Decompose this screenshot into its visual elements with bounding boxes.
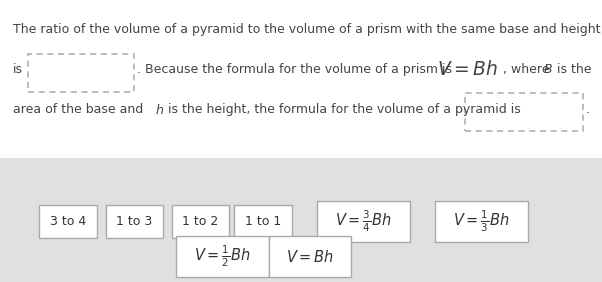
Text: 1 to 2: 1 to 2 xyxy=(182,215,219,228)
FancyBboxPatch shape xyxy=(176,236,269,277)
Text: $B$: $B$ xyxy=(543,63,553,76)
FancyBboxPatch shape xyxy=(40,205,97,237)
FancyBboxPatch shape xyxy=(435,201,529,242)
FancyBboxPatch shape xyxy=(465,93,583,131)
FancyBboxPatch shape xyxy=(317,201,411,242)
Text: area of the base and: area of the base and xyxy=(13,103,147,116)
Text: $V = Bh$: $V = Bh$ xyxy=(286,249,334,265)
Text: is the: is the xyxy=(553,63,591,76)
Text: $V = Bh$: $V = Bh$ xyxy=(437,60,498,79)
Text: . Because the formula for the volume of a prism is: . Because the formula for the volume of … xyxy=(137,63,456,76)
FancyBboxPatch shape xyxy=(28,54,134,92)
Text: .: . xyxy=(585,103,589,116)
Text: $V = \frac{3}{4}Bh$: $V = \frac{3}{4}Bh$ xyxy=(335,209,392,234)
Text: is the height, the formula for the volume of a pyramid is: is the height, the formula for the volum… xyxy=(164,103,521,116)
Text: The ratio of the volume of a pyramid to the volume of a prism with the same base: The ratio of the volume of a pyramid to … xyxy=(13,23,601,36)
Bar xyxy=(0,158,602,282)
FancyBboxPatch shape xyxy=(172,205,229,237)
FancyBboxPatch shape xyxy=(106,205,163,237)
Text: 1 to 3: 1 to 3 xyxy=(116,215,152,228)
FancyBboxPatch shape xyxy=(269,236,350,277)
Text: 3 to 4: 3 to 4 xyxy=(50,215,86,228)
Text: $V = \frac{1}{2}Bh$: $V = \frac{1}{2}Bh$ xyxy=(194,244,251,269)
FancyBboxPatch shape xyxy=(235,205,292,237)
Bar xyxy=(0,0,602,158)
Text: $h$: $h$ xyxy=(155,103,164,117)
Text: , where: , where xyxy=(503,63,554,76)
Text: 1 to 1: 1 to 1 xyxy=(245,215,281,228)
Text: is: is xyxy=(13,63,23,76)
Text: $V = \frac{1}{3}Bh$: $V = \frac{1}{3}Bh$ xyxy=(453,209,510,234)
